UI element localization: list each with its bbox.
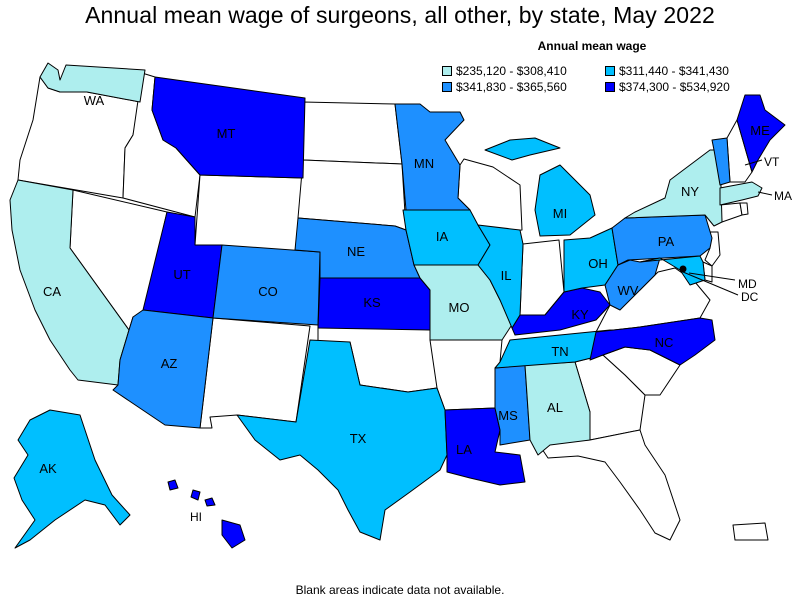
- label-oh: OH: [588, 256, 608, 271]
- state-md[interactable]: [639, 255, 706, 286]
- state-ca[interactable]: [9, 179, 130, 386]
- label-tn: TN: [551, 344, 568, 359]
- label-il: IL: [501, 268, 512, 283]
- label-pa: PA: [658, 234, 675, 249]
- dc-marker: [679, 265, 687, 273]
- legend-title: Annual mean wage: [537, 39, 647, 53]
- state-il[interactable]: [477, 224, 524, 329]
- label-wv: WV: [618, 283, 639, 298]
- legend-swatch-2: [605, 66, 615, 76]
- legend-item-4: $374,300 - $534,920: [605, 80, 730, 94]
- label-me: ME: [750, 123, 770, 138]
- label-mi: MI: [553, 206, 567, 221]
- label-ky: KY: [571, 307, 589, 322]
- label-az: AZ: [161, 356, 178, 371]
- map-title: Annual mean wage of surgeons, all other,…: [85, 2, 715, 28]
- blank-states: [17, 72, 769, 541]
- label-ms: MS: [498, 408, 518, 423]
- state-hi[interactable]: [167, 479, 246, 549]
- territory-pr[interactable]: [732, 522, 769, 541]
- state-mi[interactable]: [484, 137, 596, 237]
- legend-label-2: $311,440 - $341,430: [619, 64, 729, 78]
- legend-swatch-1: [442, 66, 452, 76]
- label-ca: CA: [43, 284, 61, 299]
- state-mt[interactable]: [151, 76, 306, 179]
- label-ne: NE: [347, 244, 365, 259]
- state-tx[interactable]: [236, 339, 448, 541]
- state-ak[interactable]: [13, 409, 131, 549]
- label-ny: NY: [681, 184, 699, 199]
- label-nc: NC: [655, 335, 674, 350]
- state-fl[interactable]: [537, 429, 681, 541]
- label-ut: UT: [173, 267, 190, 282]
- vt-leader-line: [744, 159, 763, 166]
- label-mo: MO: [449, 300, 470, 315]
- legend-swatch-4: [605, 82, 615, 92]
- state-nm[interactable]: [199, 317, 311, 429]
- state-ky[interactable]: [511, 287, 611, 336]
- state-ny[interactable]: [624, 149, 723, 227]
- label-wa: WA: [84, 93, 105, 108]
- state-ct[interactable]: [719, 202, 743, 223]
- label-la: LA: [456, 442, 472, 457]
- legend-label-3: $341,830 - $365,560: [456, 80, 567, 94]
- md-leader-line: [688, 272, 736, 281]
- label-ak: AK: [39, 461, 57, 476]
- label-vt: VT: [764, 155, 780, 169]
- legend-swatch-3: [442, 82, 452, 92]
- state-labels: WA CA MT UT AZ CO NE KS TX MN IA MO LA M…: [39, 93, 792, 524]
- label-ia: IA: [436, 229, 449, 244]
- label-md: MD: [738, 277, 757, 291]
- label-co: CO: [258, 284, 278, 299]
- legend-item-3: $341,830 - $365,560: [442, 80, 567, 94]
- state-ri[interactable]: [739, 202, 749, 216]
- state-wa[interactable]: [39, 62, 146, 103]
- legend-item-1: $235,120 - $308,410: [442, 64, 567, 78]
- label-hi: HI: [190, 510, 202, 524]
- state-ma[interactable]: [719, 181, 763, 206]
- legend-label-1: $235,120 - $308,410: [456, 64, 567, 78]
- state-az[interactable]: [112, 309, 214, 429]
- footnote: Blank areas indicate data not available.: [295, 583, 505, 597]
- state-nd[interactable]: [302, 101, 403, 165]
- colored-states: [9, 62, 786, 549]
- dc-leader-line: [682, 271, 739, 296]
- state-vt[interactable]: [711, 137, 731, 186]
- label-tx: TX: [350, 431, 367, 446]
- label-al: AL: [547, 400, 563, 415]
- label-ma: MA: [774, 189, 792, 203]
- legend-item-2: $311,440 - $341,430: [605, 64, 729, 78]
- label-mn: MN: [414, 156, 434, 171]
- state-me[interactable]: [736, 94, 786, 173]
- state-ms[interactable]: [494, 364, 531, 446]
- label-mt: MT: [217, 126, 236, 141]
- state-mn[interactable]: [394, 103, 471, 211]
- state-al[interactable]: [524, 361, 591, 456]
- ma-leader-line: [757, 191, 773, 196]
- label-ks: KS: [363, 295, 381, 310]
- label-dc: DC: [741, 290, 759, 304]
- state-nc[interactable]: [589, 317, 716, 366]
- legend-label-4: $374,300 - $534,920: [619, 80, 730, 94]
